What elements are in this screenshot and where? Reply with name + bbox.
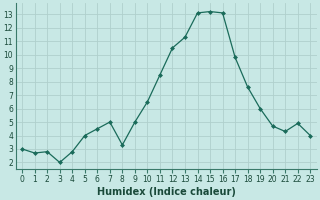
X-axis label: Humidex (Indice chaleur): Humidex (Indice chaleur) xyxy=(97,187,236,197)
